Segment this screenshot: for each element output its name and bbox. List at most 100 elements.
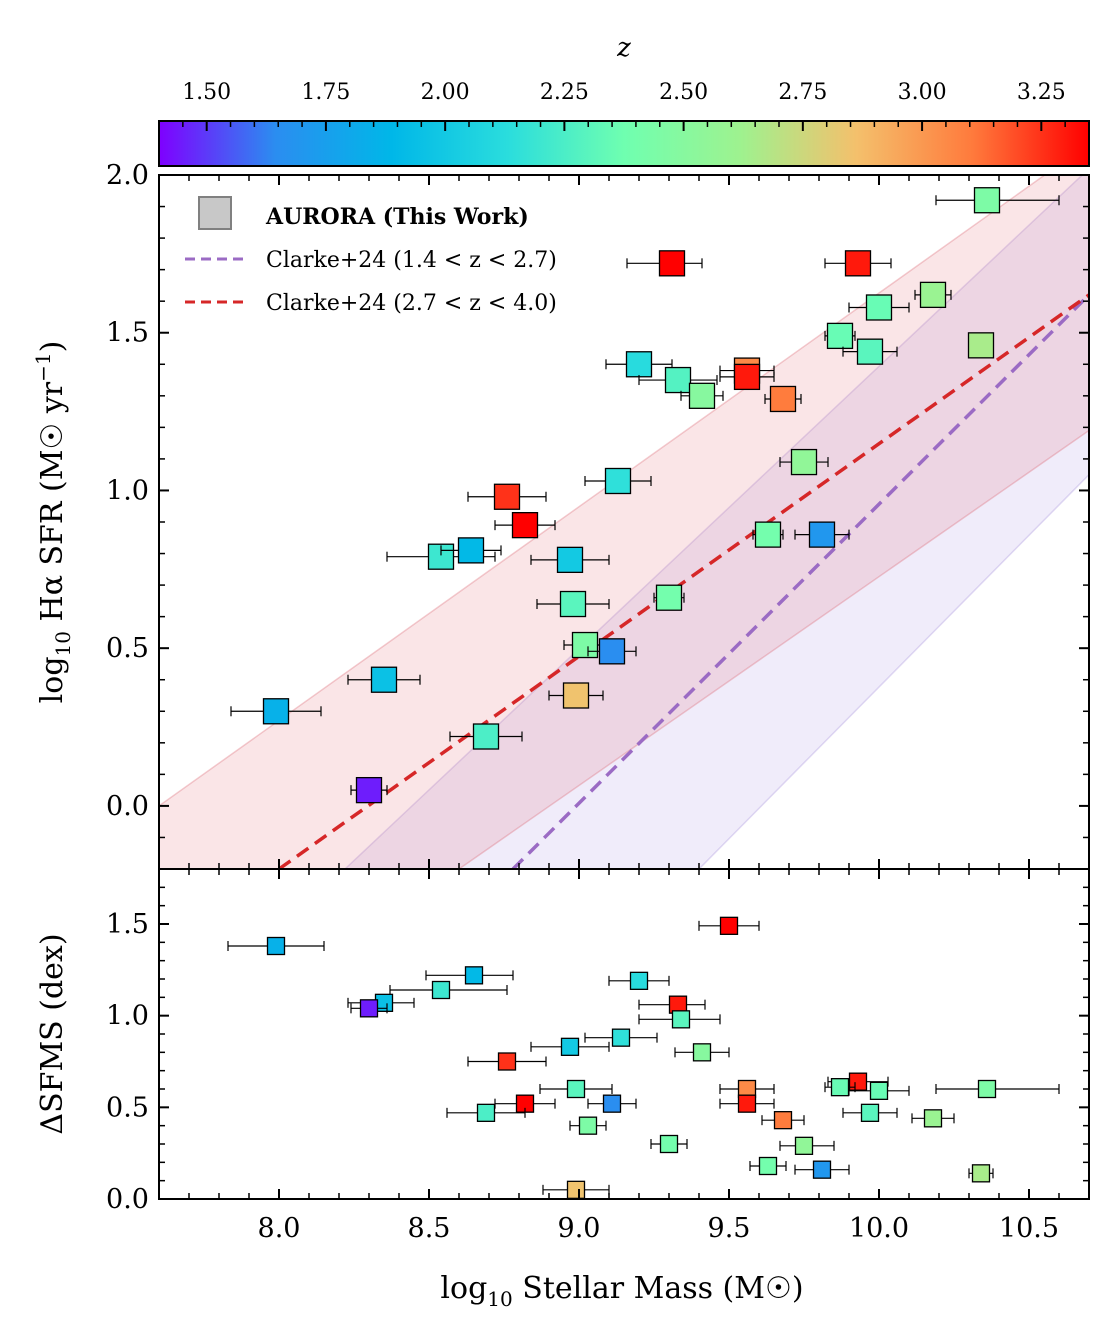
top-data-point: [967, 332, 995, 359]
colorbar-tick-label: 1.75: [301, 80, 350, 105]
colorbar-tick-label: 2.75: [778, 80, 827, 105]
bottom-data-point: [425, 966, 514, 985]
bottom-data-point: [347, 993, 415, 1012]
square-marker: [769, 385, 797, 413]
top-data-point: [842, 338, 898, 365]
square-marker: [869, 1081, 889, 1100]
bottom-data-point: [587, 1094, 637, 1113]
square-marker: [812, 1160, 832, 1179]
colorbar-tick-label: 2.00: [421, 80, 470, 105]
square-marker: [566, 1180, 586, 1199]
bottom-y-tick-label: 0.5: [106, 1092, 149, 1123]
legend-clarke-high-label: Clarke+24 (2.7 < z < 4.0): [266, 291, 557, 316]
square-marker: [629, 971, 649, 990]
top-data-point: [935, 187, 1060, 214]
top-data-point: [764, 385, 802, 413]
top-points: [230, 187, 1060, 804]
square-marker: [355, 776, 383, 804]
square-marker: [865, 294, 893, 321]
square-marker: [476, 1103, 496, 1122]
top-data-point: [548, 682, 604, 709]
square-marker: [655, 584, 683, 611]
bottom-data-point: [761, 1111, 805, 1130]
bottom-data-point: [608, 971, 670, 990]
top-y-tick-label: 2.0: [106, 160, 149, 191]
clarke-low-band: [343, 175, 1089, 869]
square-marker: [826, 322, 854, 350]
bottom-data-point: [539, 1079, 613, 1099]
square-marker: [794, 1136, 814, 1155]
square-marker: [493, 483, 521, 510]
square-marker: [844, 250, 872, 277]
top-axis-ticks: 0.0 0.5 1.0 1.5 2.0: [106, 160, 1090, 870]
top-relation-bands: [159, 175, 1089, 869]
bottom-data-point: [650, 1134, 688, 1154]
square-marker: [497, 1052, 517, 1071]
top-data-point: [440, 537, 502, 564]
bottom-data-point: [569, 1116, 607, 1135]
top-data-point: [350, 776, 388, 804]
bottom-data-point: [584, 1028, 658, 1047]
square-marker: [719, 916, 739, 935]
square-marker: [688, 382, 716, 409]
bottom-data-point: [911, 1109, 955, 1128]
bottom-data-point: [674, 1043, 730, 1062]
top-data-point: [584, 467, 652, 495]
top-data-point: [626, 250, 703, 277]
square-marker: [427, 543, 455, 570]
bottom-points: [227, 916, 1060, 1199]
top-data-point: [719, 363, 775, 391]
bottom-data-point: [530, 1037, 610, 1056]
bottom-data-point: [779, 1136, 835, 1155]
square-marker: [431, 980, 451, 1000]
top-data-point: [653, 584, 685, 611]
square-marker: [664, 366, 692, 394]
square-marker: [560, 1037, 580, 1056]
bottom-data-point: [467, 1052, 547, 1071]
top-data-point: [779, 448, 829, 476]
x-tick-label: 8.0: [258, 1213, 301, 1244]
square-marker: [457, 537, 485, 564]
bottom-data-point: [638, 1010, 721, 1029]
top-data-point: [530, 546, 610, 574]
square-marker: [562, 682, 590, 709]
square-marker: [737, 1094, 757, 1113]
top-data-point: [587, 638, 637, 665]
square-marker: [511, 512, 539, 539]
top-data-point: [494, 512, 556, 539]
square-marker: [856, 338, 884, 365]
square-marker: [571, 631, 599, 659]
x-tick-label: 8.5: [408, 1213, 451, 1244]
top-y-tick-label: 1.0: [106, 475, 149, 506]
square-marker: [692, 1043, 712, 1062]
square-marker: [973, 187, 1001, 214]
square-marker: [611, 1028, 631, 1047]
bottom-y-tick-label: 1.0: [106, 1001, 149, 1032]
bottom-data-point: [968, 1164, 994, 1183]
bottom-data-point: [848, 1081, 910, 1100]
bottom-data-point: [719, 1094, 775, 1113]
x-tick-label: 9.5: [708, 1213, 751, 1244]
legend-clarke-low-label: Clarke+24 (1.4 < z < 2.7): [266, 248, 557, 273]
bottom-y-tick-label: 1.5: [106, 909, 149, 940]
square-marker: [604, 467, 632, 495]
square-marker: [790, 448, 818, 476]
bottom-data-point: [935, 1079, 1060, 1099]
top-data-point: [638, 366, 718, 394]
colorbar-ticks: 1.50 1.75 2.00 2.25 2.50 2.75 3.00 3.25: [182, 80, 1090, 131]
square-marker: [658, 250, 686, 277]
colorbar-tick-label: 2.25: [540, 80, 589, 105]
top-y-axis-label: log10 Hα SFR (M☉ yr−1): [31, 341, 75, 704]
bottom-data-point: [749, 1156, 787, 1176]
top-y-tick-label: 0.5: [106, 633, 149, 664]
bottom-data-point: [227, 936, 325, 956]
square-marker: [971, 1164, 991, 1183]
square-marker: [830, 1078, 850, 1097]
square-marker: [472, 723, 500, 750]
x-tick-label: 10.5: [999, 1213, 1059, 1244]
top-data-point: [605, 351, 673, 378]
colorbar-tick-label: 1.50: [182, 80, 231, 105]
square-marker: [464, 966, 484, 985]
colorbar-tick-label: 3.25: [1017, 80, 1066, 105]
